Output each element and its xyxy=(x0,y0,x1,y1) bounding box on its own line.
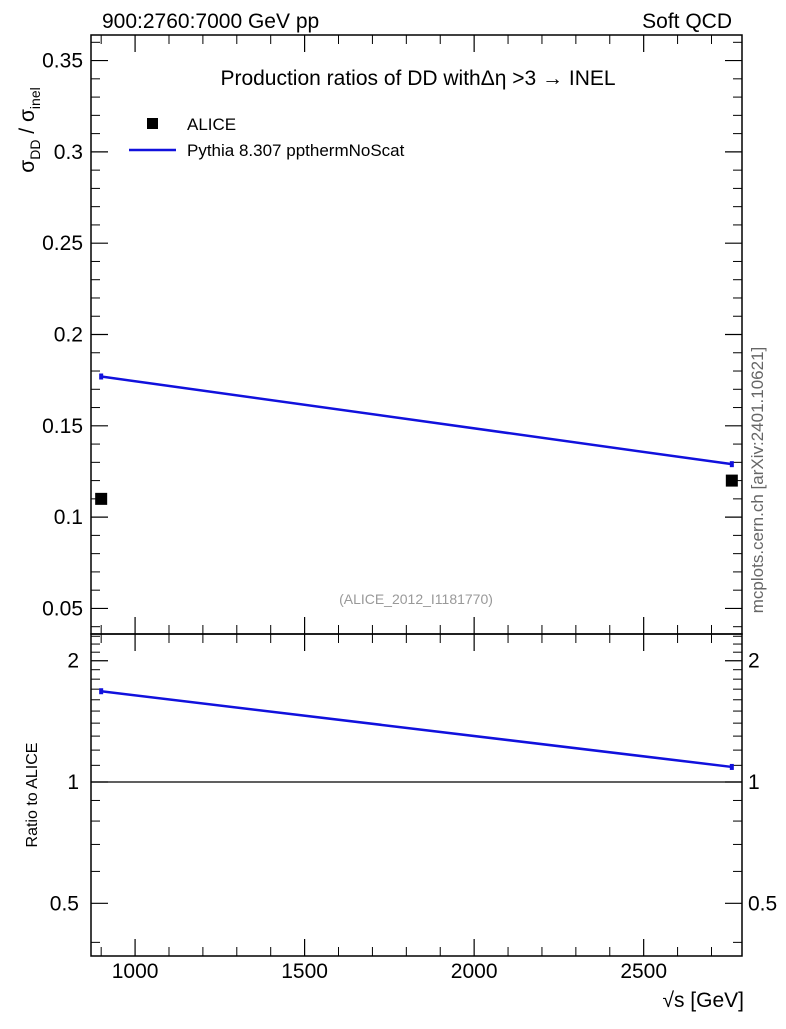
pythia-line xyxy=(100,375,733,466)
alice-point xyxy=(725,474,738,487)
ratio-line xyxy=(101,689,732,769)
y-tick-label: 0.35 xyxy=(42,50,83,73)
x-tick-label: 2000 xyxy=(451,960,498,983)
alice-point xyxy=(95,492,108,505)
ratio-tick-label: 1 xyxy=(67,771,79,794)
legend: ALICE Pythia 8.307 ppthermNoScat xyxy=(129,115,405,160)
main-data-layer xyxy=(95,373,738,505)
ratio-point xyxy=(99,688,104,695)
y-tick-label: 0.3 xyxy=(54,141,83,164)
ratio-data-layer xyxy=(99,688,734,770)
ratio-y-axis: 0.5 0.5 1 1 2 2 xyxy=(50,635,777,943)
x-axis: 1000 1500 2000 2500 xyxy=(100,35,712,983)
ratio-tick-label: 0.5 xyxy=(50,892,79,915)
x-tick-label: 1500 xyxy=(281,960,328,983)
pythia-point xyxy=(99,373,104,380)
ratio-tick-label-right: 2 xyxy=(748,650,760,673)
y-axis-label-sub2: inel xyxy=(27,87,43,109)
analysis-watermark: (ALICE_2012_I1181770) xyxy=(339,591,493,607)
header-right: Soft QCD xyxy=(642,10,732,33)
ratio-tick-label-right: 0.5 xyxy=(748,892,777,915)
main-y-axis: 0.05 0.1 0.15 0.2 0.25 0.3 0.35 xyxy=(42,41,742,628)
legend-label-pythia: Pythia 8.307 ppthermNoScat xyxy=(187,141,405,160)
y-tick-label: 0.05 xyxy=(42,597,83,620)
ratio-y-axis-label: Ratio to ALICE xyxy=(24,743,41,848)
x-axis-label: √s [GeV] xyxy=(662,989,744,1012)
ratio-tick-label-right: 1 xyxy=(748,771,760,794)
chart-title: Production ratios of DD withΔη >3 → INEL xyxy=(220,67,615,90)
side-label: mcplots.cern.ch [arXiv:2401.10621] xyxy=(748,347,767,613)
y-tick-label: 0.1 xyxy=(54,506,83,529)
x-tick-label: 1000 xyxy=(112,960,159,983)
ratio-point xyxy=(729,763,734,770)
header-left: 900:2760:7000 GeV pp xyxy=(102,10,319,33)
y-axis-label: σDD / σinel xyxy=(16,87,43,172)
ratio-panel-frame xyxy=(90,633,743,957)
y-axis-label-sep: / xyxy=(16,122,39,140)
y-axis-label-base: σ xyxy=(16,160,39,173)
pythia-point xyxy=(729,461,734,468)
legend-label-alice: ALICE xyxy=(187,115,236,134)
y-tick-label: 0.15 xyxy=(42,415,83,438)
y-axis-label-base2: σ xyxy=(16,109,39,122)
y-tick-label: 0.25 xyxy=(42,232,83,255)
x-tick-label: 2500 xyxy=(620,960,667,983)
y-axis-label-sub: DD xyxy=(27,140,43,160)
legend-marker-alice xyxy=(147,118,158,129)
ratio-tick-label: 2 xyxy=(67,650,79,673)
y-tick-label: 0.2 xyxy=(54,324,83,347)
